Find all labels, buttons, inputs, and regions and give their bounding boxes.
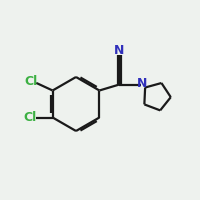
Text: N: N xyxy=(114,44,125,57)
Text: Cl: Cl xyxy=(24,75,37,88)
Text: N: N xyxy=(137,77,148,90)
Text: Cl: Cl xyxy=(23,111,37,124)
